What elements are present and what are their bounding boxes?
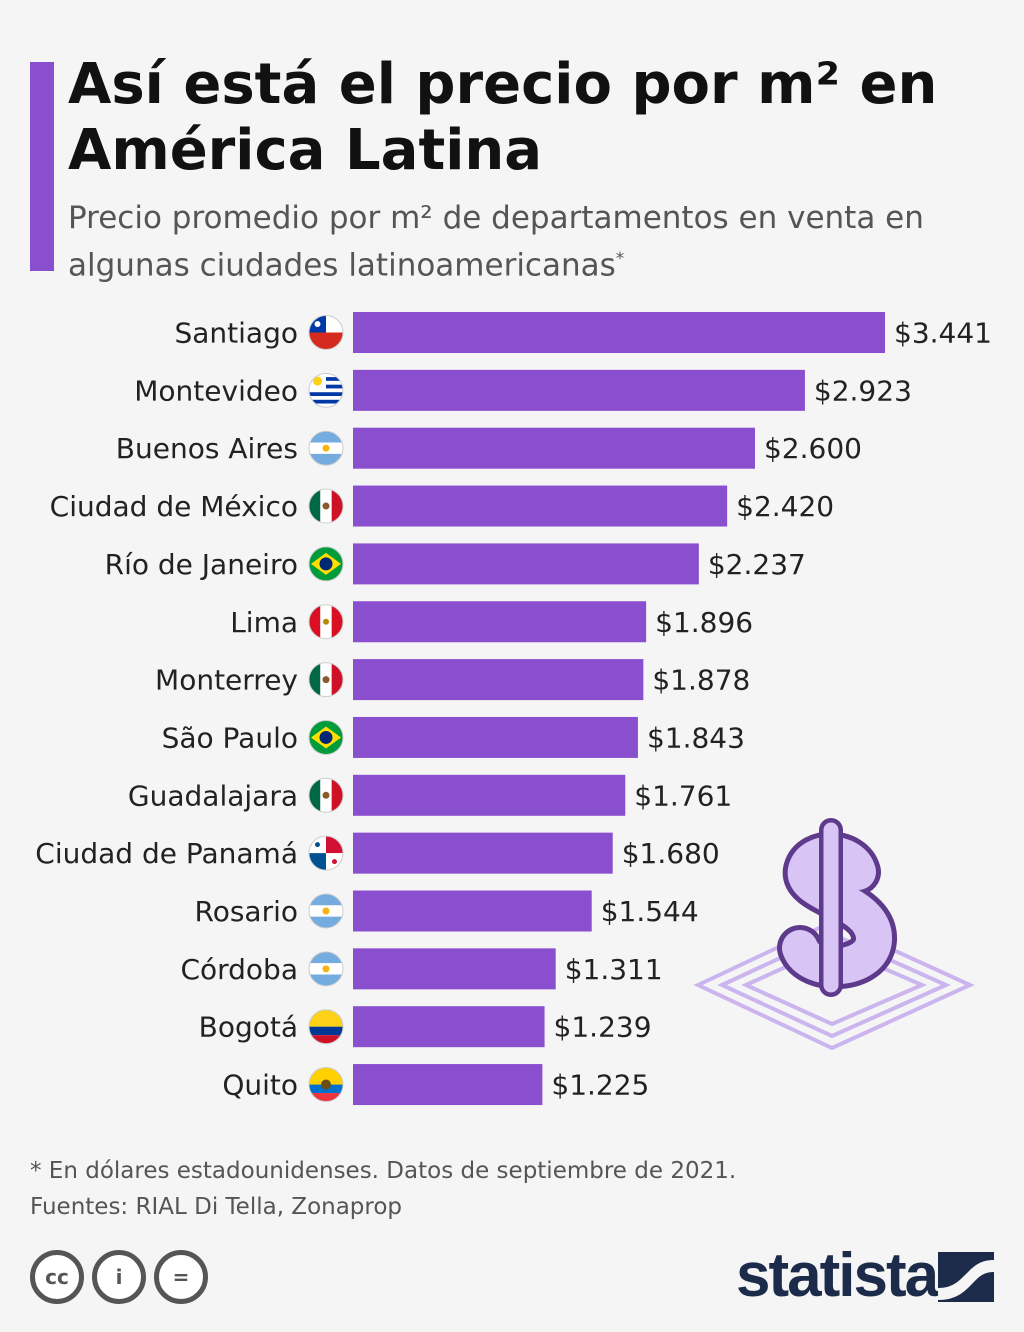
value-label: $1.896 <box>655 606 753 639</box>
uruguay-flag-icon <box>308 372 344 408</box>
value-label: $1.225 <box>551 1069 649 1102</box>
peru-flag-icon <box>308 604 344 640</box>
statista-brand[interactable]: statista <box>736 1241 939 1310</box>
bar <box>353 1064 543 1106</box>
category-label: São Paulo <box>162 721 298 754</box>
value-label: $2.237 <box>708 548 806 581</box>
chile-flag-icon <box>308 315 344 350</box>
bar <box>353 659 644 701</box>
value-label: $2.923 <box>814 374 912 407</box>
bar <box>353 601 647 643</box>
category-label: Bogotá <box>199 1011 298 1044</box>
ecuador-flag-icon <box>308 1067 344 1103</box>
value-label: $1.878 <box>652 664 750 697</box>
chart-title: Así está el precio por m² en América Lat… <box>68 52 938 183</box>
value-label: $2.420 <box>736 490 834 523</box>
attribution-icon[interactable]: i <box>92 1250 146 1304</box>
subtitle-text: Precio promedio por m² de departamentos … <box>68 200 924 284</box>
category-label: Quito <box>222 1069 298 1102</box>
subtitle-footnote-mark: * <box>615 249 625 269</box>
argentina-flag-icon <box>308 430 344 466</box>
bar <box>353 485 728 527</box>
bar <box>353 543 699 585</box>
category-label: Ciudad de Panamá <box>35 837 298 870</box>
creative-commons-icon[interactable]: cc <box>30 1250 84 1304</box>
category-label: Lima <box>230 606 298 639</box>
value-label: $1.239 <box>554 1011 652 1044</box>
bar <box>353 774 626 816</box>
value-label: $1.843 <box>647 721 745 754</box>
mexico-flag-icon <box>308 662 344 698</box>
bar <box>353 890 592 932</box>
brazil-flag-icon <box>308 546 344 582</box>
statista-logo-icon <box>938 1252 994 1302</box>
category-label: Córdoba <box>180 953 298 986</box>
accent-bar <box>30 62 54 271</box>
category-label: Guadalajara <box>128 779 298 812</box>
category-label: Buenos Aires <box>116 432 298 465</box>
no-derivatives-icon[interactable]: = <box>154 1250 208 1304</box>
category-label: Monterrey <box>155 664 298 697</box>
bar <box>353 948 556 990</box>
value-label: $1.311 <box>565 953 663 986</box>
footnote: * En dólares estadounidenses. Datos de s… <box>30 1153 736 1225</box>
colombia-flag-icon <box>308 1009 344 1045</box>
value-label: $1.761 <box>634 779 732 812</box>
value-label: $1.680 <box>622 837 720 870</box>
mexico-flag-icon <box>308 777 344 813</box>
category-label: Montevideo <box>134 374 298 407</box>
footnote-sources: Fuentes: RIAL Di Tella, Zonaprop <box>30 1194 403 1220</box>
value-label: $3.441 <box>894 317 992 350</box>
value-label: $1.544 <box>601 895 699 928</box>
bar <box>353 716 638 758</box>
argentina-flag-icon <box>308 893 344 929</box>
bar <box>353 427 755 469</box>
category-label: Ciudad de México <box>50 490 298 523</box>
category-label: Río de Janeiro <box>105 548 298 581</box>
footnote-note: * En dólares estadounidenses. Datos de s… <box>30 1158 737 1184</box>
category-label: Santiago <box>175 317 299 350</box>
panama-flag-icon <box>308 835 344 871</box>
dollar-illustration <box>693 818 975 1051</box>
bar <box>353 832 613 874</box>
argentina-flag-icon <box>308 951 344 987</box>
chart-subtitle: Precio promedio por m² de departamentos … <box>68 198 968 286</box>
bar <box>353 1006 545 1048</box>
bar <box>353 312 885 353</box>
mexico-flag-icon <box>308 488 344 524</box>
brazil-flag-icon <box>308 719 344 755</box>
category-label: Rosario <box>195 895 299 928</box>
bar <box>353 369 805 411</box>
value-label: $2.600 <box>764 432 862 465</box>
